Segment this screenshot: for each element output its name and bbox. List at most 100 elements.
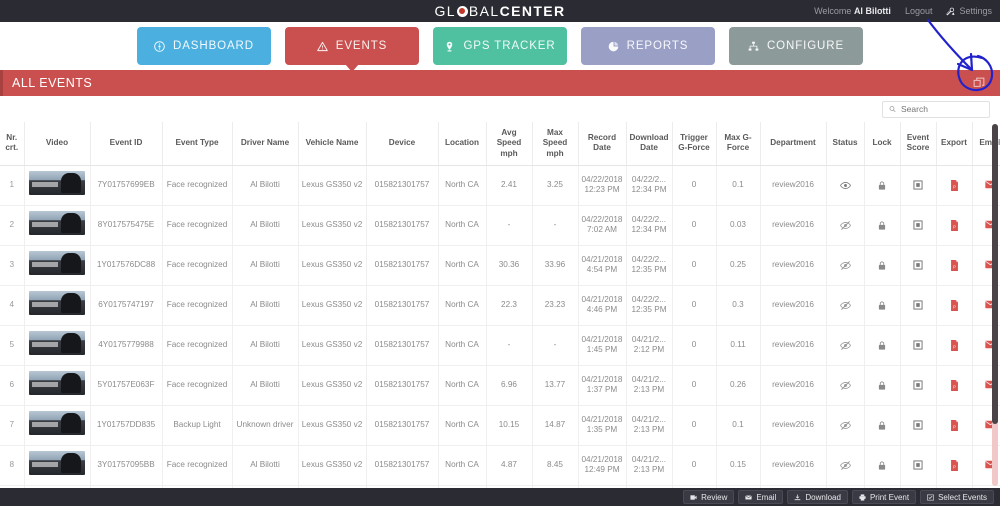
- expand-window-button[interactable]: [970, 74, 988, 92]
- table-row[interactable]: 5 4Y0175779988 Face recognized Al Bilotti Le…: [0, 325, 1000, 366]
- scrollbar-thumb[interactable]: [992, 124, 998, 424]
- cell-event-score[interactable]: [900, 325, 937, 366]
- table-row[interactable]: 3 1Y017576DC88 Face recognized Al Bilotti Le…: [0, 245, 1000, 286]
- col-event-id[interactable]: Event ID: [90, 122, 163, 166]
- nav-button-gps-tracker[interactable]: GPS TRACKER: [433, 27, 567, 65]
- logout-link[interactable]: Logout: [904, 6, 933, 16]
- cell-video[interactable]: [24, 405, 91, 446]
- col-event-type[interactable]: Event Type: [162, 122, 233, 166]
- table-row[interactable]: 6 5Y01757E063F Face recognized Al Bilotti Le…: [0, 365, 1000, 406]
- col-avg-speed[interactable]: Avg Speed mph: [486, 122, 533, 166]
- cell-export[interactable]: P: [936, 165, 973, 206]
- nav-button-configure[interactable]: CONFIGURE: [729, 27, 863, 65]
- cell-event-score[interactable]: [900, 405, 937, 446]
- nav-button-events[interactable]: EVENTS: [285, 27, 419, 72]
- col-max-speed[interactable]: Max Speed mph: [532, 122, 579, 166]
- search-box[interactable]: [882, 100, 990, 118]
- cell-status[interactable]: [826, 165, 865, 206]
- cell-video[interactable]: [24, 165, 91, 206]
- download-button[interactable]: Download: [787, 490, 848, 504]
- cell-export[interactable]: P: [936, 485, 973, 488]
- cell-lock[interactable]: [864, 365, 901, 406]
- cell-export[interactable]: P: [936, 445, 973, 486]
- search-input[interactable]: [900, 104, 983, 114]
- col-lock[interactable]: Lock: [864, 122, 901, 166]
- print-event-button[interactable]: Print Event: [851, 490, 917, 504]
- cell-event-score[interactable]: [900, 285, 937, 326]
- cell-video[interactable]: [24, 285, 91, 326]
- cell-video[interactable]: [24, 325, 91, 366]
- col-location[interactable]: Location: [438, 122, 487, 166]
- cell-lock[interactable]: [864, 205, 901, 246]
- video-thumbnail[interactable]: [29, 411, 85, 436]
- col-department[interactable]: Department: [760, 122, 827, 166]
- cell-event-score[interactable]: [900, 245, 937, 286]
- col-event-score[interactable]: Event Score: [900, 122, 937, 166]
- events-table-container[interactable]: Nr. crt. Video Event ID Event Type Drive…: [0, 122, 1000, 488]
- video-thumbnail[interactable]: [29, 331, 85, 356]
- cell-lock[interactable]: [864, 285, 901, 326]
- table-row[interactable]: 4 6Y0175747197 Face recognized Al Bilotti Le…: [0, 285, 1000, 326]
- cell-status[interactable]: [826, 405, 865, 446]
- cell-video[interactable]: [24, 445, 91, 486]
- cell-video[interactable]: [24, 485, 91, 488]
- cell-video[interactable]: [24, 365, 91, 406]
- table-row[interactable]: 8 3Y01757095BB Face recognized Al Bilotti Le…: [0, 445, 1000, 486]
- video-thumbnail[interactable]: [29, 251, 85, 276]
- cell-export[interactable]: P: [936, 405, 973, 446]
- cell-event-score[interactable]: [900, 365, 937, 406]
- cell-event-score[interactable]: [900, 165, 937, 206]
- select-events-button[interactable]: Select Events: [920, 490, 994, 504]
- nav-button-dashboard[interactable]: DASHBOARD: [137, 27, 271, 65]
- video-thumbnail[interactable]: [29, 171, 85, 196]
- cell-video[interactable]: [24, 205, 91, 246]
- cell-event-score[interactable]: [900, 445, 937, 486]
- cell-lock[interactable]: [864, 405, 901, 446]
- cell-status[interactable]: [826, 205, 865, 246]
- col-download-date[interactable]: Download Date: [626, 122, 673, 166]
- video-thumbnail[interactable]: [29, 291, 85, 316]
- video-thumbnail[interactable]: [29, 211, 85, 236]
- nav-button-reports[interactable]: REPORTS: [581, 27, 715, 65]
- table-row[interactable]: 7 1Y01757DD835 Backup Light Unknown driver L…: [0, 405, 1000, 446]
- col-driver-name[interactable]: Driver Name: [232, 122, 299, 166]
- table-row[interactable]: 1 7Y01757699EB Face recognized Al Bilotti Le…: [0, 165, 1000, 206]
- cell-export[interactable]: P: [936, 325, 973, 366]
- col-status[interactable]: Status: [826, 122, 865, 166]
- cell-status[interactable]: [826, 245, 865, 286]
- table-row[interactable]: 9 04/21/201804/21/2... P: [0, 485, 1000, 488]
- cell-export[interactable]: P: [936, 205, 973, 246]
- vertical-scrollbar[interactable]: [992, 124, 998, 486]
- col-trigger-gforce[interactable]: Trigger G-Force: [672, 122, 717, 166]
- cell-event-score[interactable]: [900, 205, 937, 246]
- cell-event-score[interactable]: [900, 485, 937, 488]
- col-record-date[interactable]: Record Date: [578, 122, 627, 166]
- email-button[interactable]: Email: [738, 490, 784, 504]
- cell-export[interactable]: P: [936, 285, 973, 326]
- col-nr[interactable]: Nr. crt.: [0, 122, 25, 166]
- cell-status[interactable]: [826, 365, 865, 406]
- cell-lock[interactable]: [864, 485, 901, 488]
- cell-lock[interactable]: [864, 445, 901, 486]
- cell-lock[interactable]: [864, 325, 901, 366]
- table-row[interactable]: 2 8Y017575475E Face recognized Al Bilotti Le…: [0, 205, 1000, 246]
- cell-status[interactable]: [826, 325, 865, 366]
- cell-status[interactable]: [826, 445, 865, 486]
- cell-export[interactable]: P: [936, 365, 973, 406]
- col-export[interactable]: Export: [936, 122, 973, 166]
- video-thumbnail[interactable]: [29, 451, 85, 476]
- cell-status[interactable]: [826, 485, 865, 488]
- cell-status[interactable]: [826, 285, 865, 326]
- col-max-gforce[interactable]: Max G-Force: [716, 122, 761, 166]
- cell-lock[interactable]: [864, 165, 901, 206]
- settings-link[interactable]: Settings: [946, 6, 992, 16]
- col-vehicle-name[interactable]: Vehicle Name: [298, 122, 367, 166]
- cell-email[interactable]: [972, 485, 1000, 488]
- col-device[interactable]: Device: [366, 122, 439, 166]
- col-video[interactable]: Video: [24, 122, 91, 166]
- cell-lock[interactable]: [864, 245, 901, 286]
- review-button[interactable]: Review: [683, 490, 735, 504]
- cell-export[interactable]: P: [936, 245, 973, 286]
- cell-video[interactable]: [24, 245, 91, 286]
- video-thumbnail[interactable]: [29, 371, 85, 396]
